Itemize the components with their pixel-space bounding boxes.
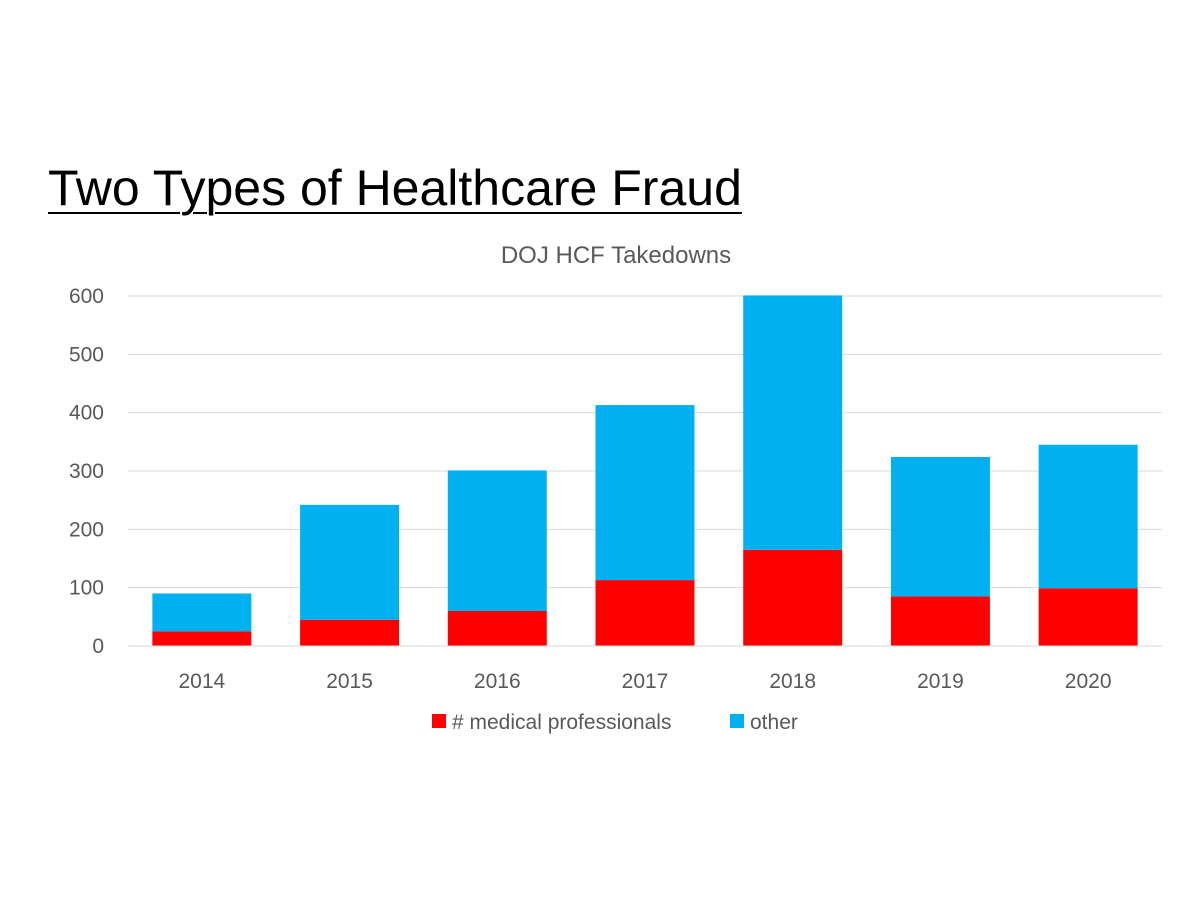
y-tick-label: 600 xyxy=(69,285,104,308)
y-tick-label: 500 xyxy=(69,343,104,366)
bar-segment xyxy=(447,470,547,611)
y-tick-label: 0 xyxy=(92,635,104,658)
bar-segment xyxy=(300,504,400,620)
bar-segment xyxy=(743,295,843,550)
legend: # medical professionals other xyxy=(432,711,798,734)
x-tick-label: 2016 xyxy=(474,670,521,693)
bar-segment xyxy=(595,580,695,646)
x-tick-label: 2018 xyxy=(769,670,816,693)
y-tick-label: 300 xyxy=(69,460,104,483)
bar-segment xyxy=(743,549,843,646)
y-tick-label: 100 xyxy=(69,577,104,600)
bar-segment xyxy=(152,631,252,646)
x-tick-label: 2017 xyxy=(622,670,669,693)
x-tick-label: 2020 xyxy=(1065,670,1112,693)
legend-label: other xyxy=(750,711,798,734)
bar-segment xyxy=(300,619,400,646)
chart-title: DOJ HCF Takedowns xyxy=(501,242,731,269)
x-axis-tick-labels: 2014 2015 2016 2017 2018 2019 2020 xyxy=(178,670,1111,693)
x-tick-label: 2019 xyxy=(917,670,964,693)
bar-segment xyxy=(1038,444,1138,589)
legend-swatch xyxy=(730,714,744,728)
bar-segment xyxy=(595,405,695,581)
y-tick-label: 200 xyxy=(69,518,104,541)
y-tick-label: 400 xyxy=(69,402,104,425)
legend-swatch xyxy=(432,714,446,728)
bar-segment xyxy=(890,457,990,597)
bar-segment xyxy=(1038,588,1138,646)
x-tick-label: 2015 xyxy=(326,670,373,693)
x-tick-label: 2014 xyxy=(178,670,225,693)
bar-segment xyxy=(890,596,990,646)
bars xyxy=(152,295,1138,646)
bar-segment xyxy=(152,593,252,632)
bar-segment xyxy=(447,611,547,646)
slide-title: Two Types of Healthcare Fraud xyxy=(48,160,742,216)
y-axis-tick-labels: 0 100 200 300 400 500 600 xyxy=(69,285,104,658)
legend-label: # medical professionals xyxy=(452,711,671,734)
